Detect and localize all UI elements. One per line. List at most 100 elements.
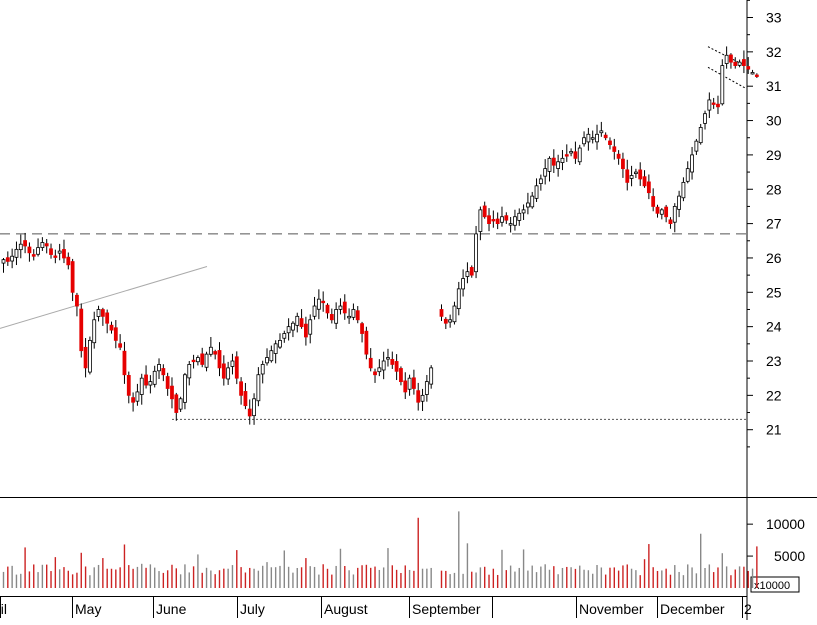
candle-body [18,243,23,251]
candle-body [560,157,565,163]
candle-body [217,350,222,369]
candle-body [62,249,66,259]
candle-body [364,330,369,355]
candle-body [716,103,720,108]
candle-body [368,357,373,369]
candle-body [616,153,621,159]
candle-body [573,151,578,159]
candle-body [478,209,483,232]
candle-body [139,377,144,395]
candle-body [239,381,244,396]
volume-tick-label: 10000 [766,516,805,532]
candle-body [420,394,425,402]
candle-body [109,324,114,331]
candle-body [482,205,487,218]
price-tick-label: 27 [766,216,782,232]
candle-body [685,168,690,182]
candle-body [399,368,403,383]
price-tick-label: 26 [766,250,782,266]
candle-body [148,381,153,386]
candle-body [1,259,6,264]
volume-unit-label: x10000 [754,580,790,592]
candle-body [278,339,282,348]
candle-body [187,364,192,379]
candle-body [70,261,75,293]
candle-body [295,315,300,326]
price-tick-label: 25 [766,284,782,300]
candle-body [144,374,148,386]
candle-body [291,322,295,331]
candle-body [590,137,595,140]
candle-body [564,154,569,157]
candle-body [508,223,513,226]
candle-body [429,367,434,385]
candle-body [677,195,681,210]
candle-body [312,305,317,317]
candle-body [334,309,339,324]
candle-body [720,65,725,105]
candle-body [183,374,187,403]
candle-body [342,301,347,314]
candle-body [213,351,218,355]
candle-body [27,246,32,254]
candle-body [582,137,586,145]
candle-body [14,248,19,258]
candle-body [569,151,573,154]
candle-body [316,298,321,310]
month-label: August [324,601,368,617]
candle-body [411,377,416,389]
candle-body [200,353,205,365]
candle-body [551,157,556,166]
candle-body [303,323,308,338]
candle-body [66,256,71,266]
candle-body [226,367,231,380]
candle-body [31,254,36,257]
candle-body [338,305,343,310]
candle-body [474,233,478,273]
candle-body [5,257,10,262]
candle-body [321,300,326,304]
candle-body [538,178,543,184]
month-label: May [75,601,101,617]
candle-body [247,408,252,417]
volume-tick-label: 5000 [774,548,805,564]
candle-body [386,357,390,360]
candle-body [260,364,265,375]
candle-body [595,133,599,143]
candle-body [88,339,92,373]
candle-body [204,353,209,368]
candle-body [621,158,625,170]
candle-body [131,397,136,403]
candle-body [165,376,170,389]
candle-body [456,288,461,310]
candle-body [703,113,707,124]
candle-body [174,394,179,413]
candle-body [135,391,140,402]
candle-body [100,309,105,317]
candle-body [178,398,183,410]
candle-body [513,216,517,226]
candle-body [122,350,127,376]
candle-body [269,350,274,362]
candle-body [416,390,421,403]
candle-body [113,327,118,341]
month-label: September [412,601,481,617]
candle-body [750,72,755,75]
candle-body [681,181,686,199]
candle-body [157,364,161,372]
candle-body [152,370,157,385]
candle-body [664,206,669,218]
candle-body [282,333,287,339]
trendline [0,266,208,329]
candle-body [360,323,364,334]
candle-body [746,66,751,70]
volume-unit-box [750,576,800,593]
candle-body [230,360,235,367]
candle-body [53,255,58,258]
candle-body [646,181,651,194]
candle-body [191,359,196,363]
candle-body [612,146,617,152]
price-tick-label: 33 [766,10,782,26]
candle-body [733,61,738,66]
